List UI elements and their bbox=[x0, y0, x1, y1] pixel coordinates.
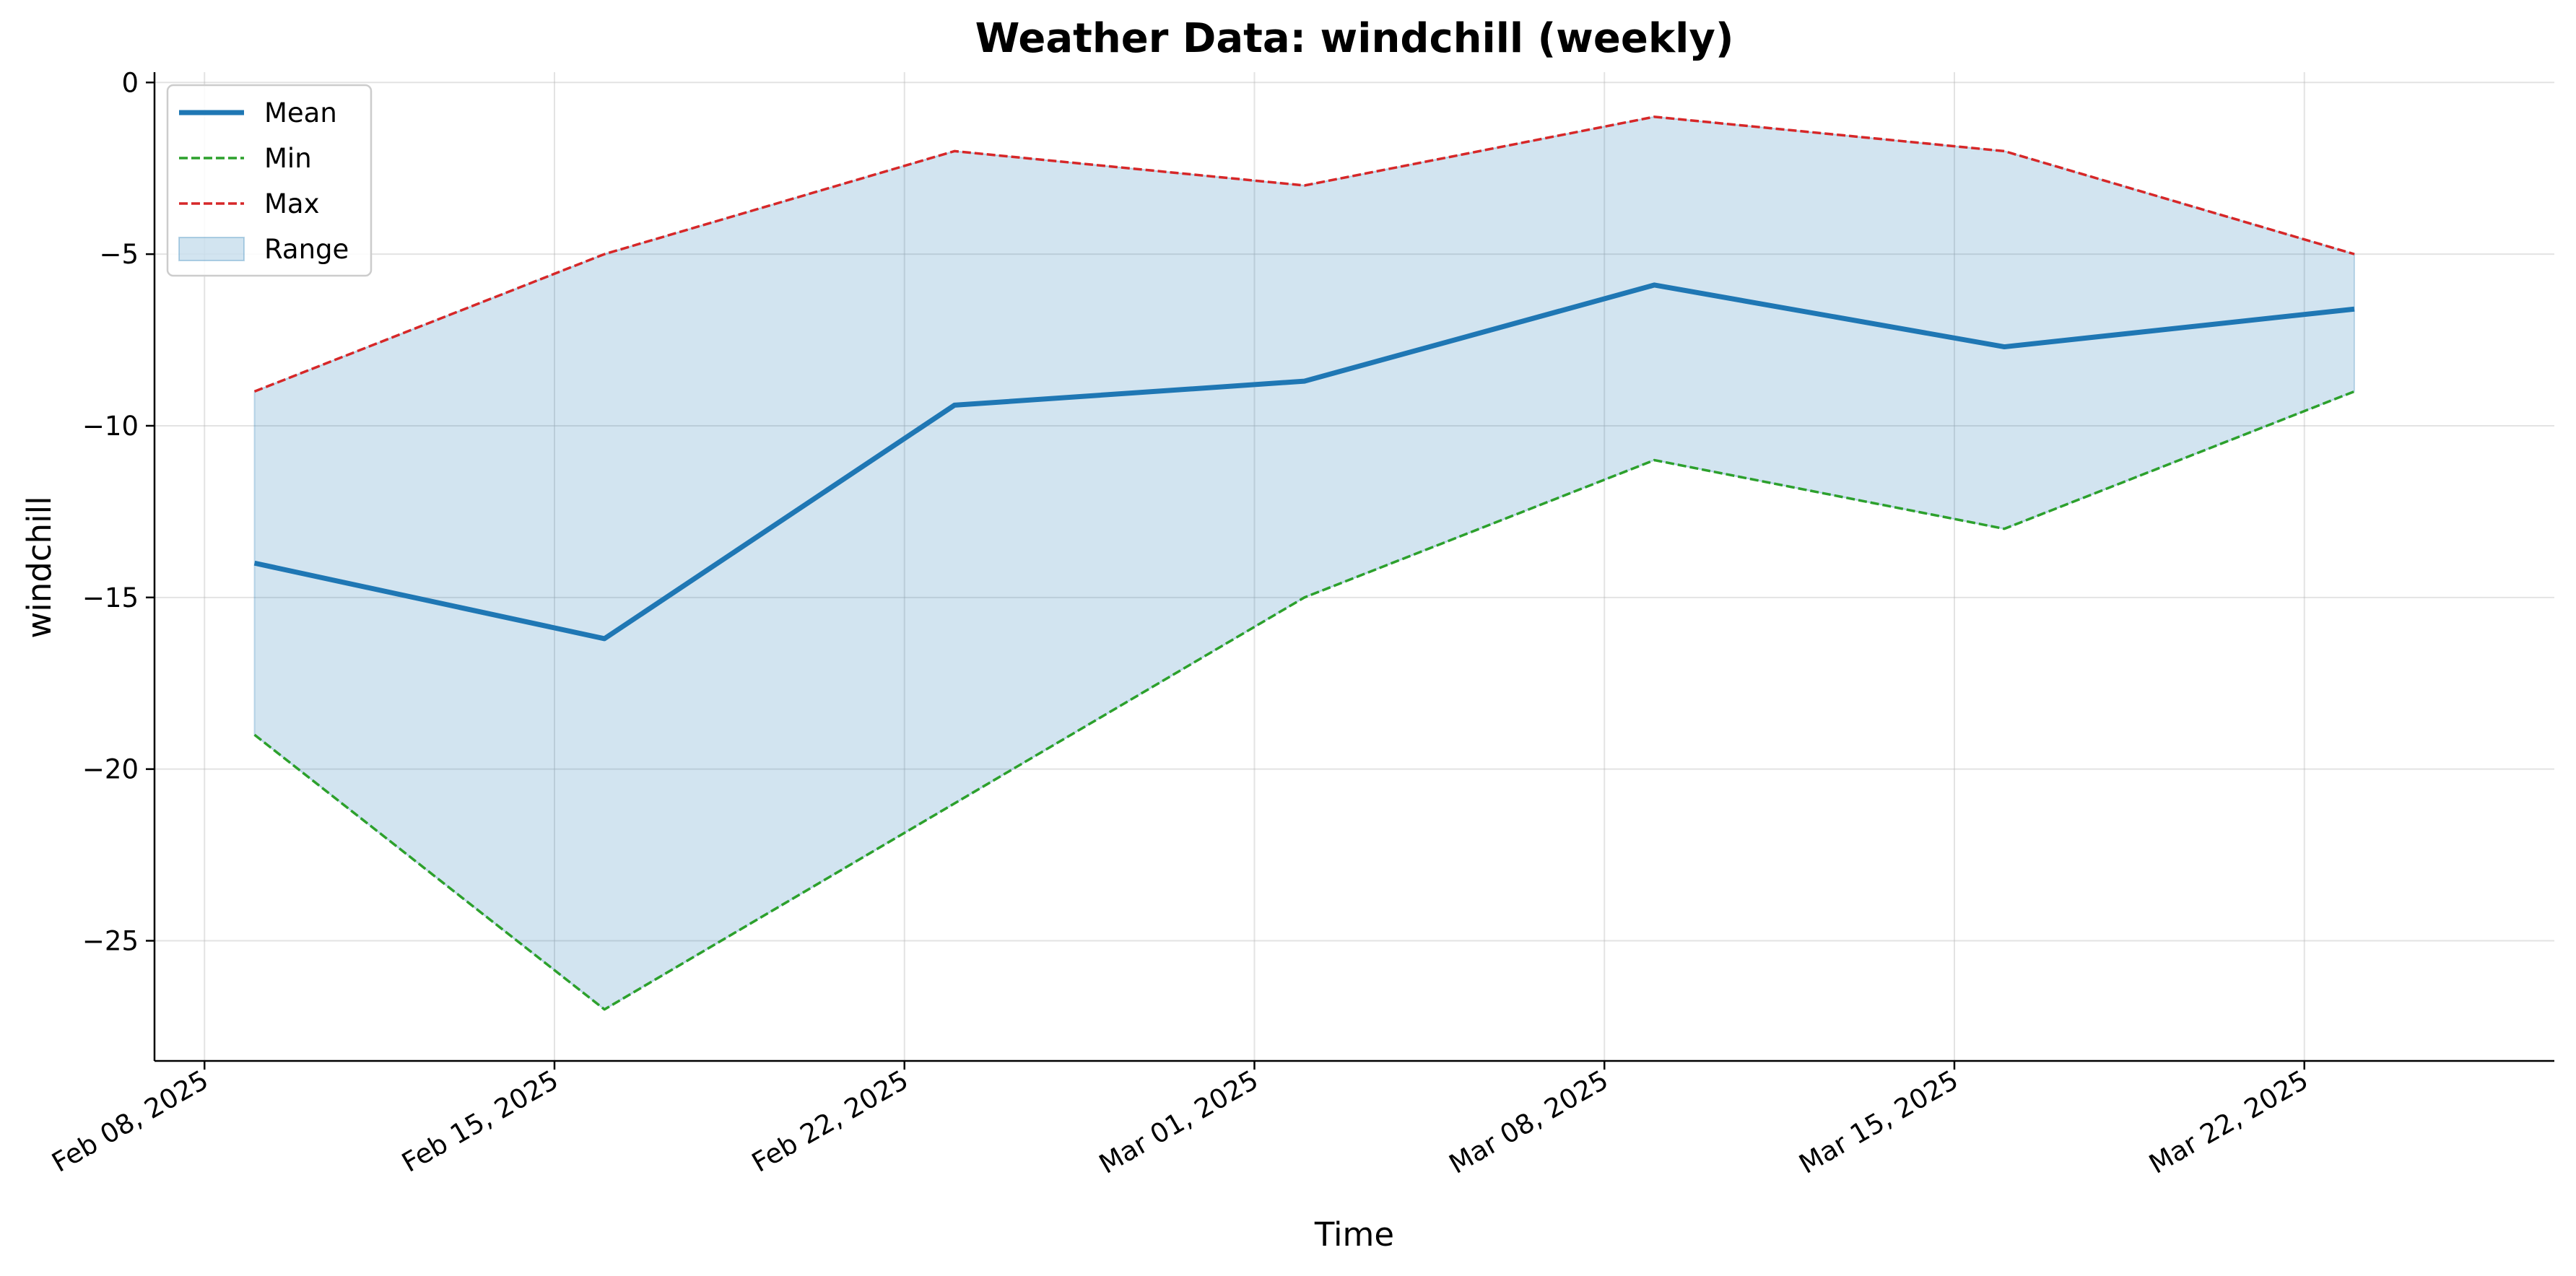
legend-mean-label: Mean bbox=[264, 97, 337, 128]
series-lines bbox=[253, 115, 2355, 1011]
y-tick-label: 0 bbox=[121, 67, 139, 98]
series-max-line bbox=[253, 115, 2355, 393]
y-axis-label: windchill bbox=[20, 496, 58, 638]
range-band bbox=[253, 115, 2355, 1010]
x-tick-label: Mar 15, 2025 bbox=[1794, 1065, 1964, 1180]
y-ticks: 0 −5 −10 −15 −20 −25 bbox=[82, 67, 155, 957]
y-tick-label: −10 bbox=[82, 411, 139, 442]
y-tick-label: −20 bbox=[82, 754, 139, 785]
series-min-line bbox=[253, 390, 2355, 1011]
range-band-area bbox=[253, 115, 2355, 1010]
y-tick-label: −25 bbox=[82, 926, 139, 957]
legend-min-label: Min bbox=[264, 143, 312, 174]
y-tick-label: −15 bbox=[82, 582, 139, 613]
x-tick-label: Mar 08, 2025 bbox=[1444, 1065, 1614, 1180]
chart-title: Weather Data: windchill (weekly) bbox=[975, 15, 1734, 62]
grid bbox=[155, 72, 2554, 1061]
series-mean-line bbox=[253, 282, 2355, 642]
legend: Mean Min Max Range bbox=[166, 84, 373, 277]
x-tick-label: Mar 01, 2025 bbox=[1094, 1065, 1263, 1180]
x-ticks: Feb 08, 2025 Feb 15, 2025 Feb 22, 2025 Mar … bbox=[47, 1061, 2313, 1180]
legend-range-label: Range bbox=[264, 234, 349, 265]
x-tick-label: Mar 22, 2025 bbox=[2144, 1065, 2313, 1180]
legend-max-label: Max bbox=[264, 188, 320, 219]
legend-range-swatch bbox=[178, 237, 245, 261]
x-tick-label: Feb 22, 2025 bbox=[747, 1065, 913, 1179]
y-tick-label: −5 bbox=[99, 239, 139, 270]
legend-box bbox=[166, 84, 373, 277]
x-tick-label: Feb 15, 2025 bbox=[396, 1065, 563, 1179]
x-tick-label: Feb 08, 2025 bbox=[47, 1065, 214, 1179]
x-axis-label: Time bbox=[1314, 1215, 1394, 1254]
